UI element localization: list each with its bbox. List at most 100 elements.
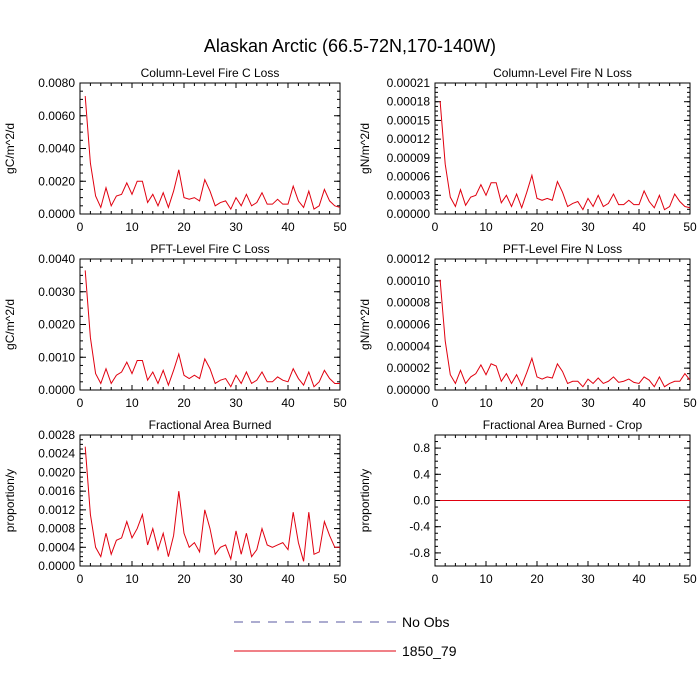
x-tick-label: 30 <box>229 572 243 586</box>
y-axis-label: gC/m^2/d <box>3 299 17 350</box>
chart-panel-3: PFT-Level Fire C Loss gC/m^2/d 0 10 20 30 40 50… <box>3 242 347 410</box>
panel-title: PFT-Level Fire C Loss <box>150 242 269 256</box>
x-tick-label: 30 <box>581 396 595 410</box>
y-axis-label: gC/m^2/d <box>3 123 17 174</box>
x-tick-label: 20 <box>530 396 544 410</box>
legend-label: No Obs <box>402 614 449 630</box>
y-tick-label: 0.0000 <box>38 383 75 397</box>
y-tick-label: -0.8 <box>409 546 430 560</box>
x-tick-label: 30 <box>229 220 243 234</box>
x-tick-label: 0 <box>432 572 439 586</box>
chart-panel-2: Column-Level Fire N Loss gN/m^2/d 0 10 20 30 4… <box>358 66 697 234</box>
y-tick-label: 0.0020 <box>38 318 75 332</box>
y-tick-label: 0.00012 <box>387 252 431 266</box>
series-line-1 <box>84 96 341 211</box>
y-tick-label: 0.8 <box>413 441 430 455</box>
y-tick-label: 0.00015 <box>387 113 431 127</box>
x-tick-label: 10 <box>125 220 139 234</box>
panel-title: Column-Level Fire C Loss <box>141 66 280 80</box>
x-tick-label: 10 <box>479 220 493 234</box>
panel-title: Fractional Area Burned - Crop <box>483 418 643 432</box>
x-tick-label: 40 <box>632 396 646 410</box>
figure-title: Alaskan Arctic (66.5-72N,170-140W) <box>204 36 496 56</box>
x-tick-label: 0 <box>432 396 439 410</box>
plot-frame <box>79 82 341 215</box>
y-tick-label: 0.00000 <box>387 383 431 397</box>
y-tick-label: 0.0028 <box>38 428 75 442</box>
y-tick-label: 0.00002 <box>387 361 431 375</box>
y-axis-label: proportion/y <box>3 469 17 532</box>
x-tick-label: 30 <box>581 572 595 586</box>
x-tick-label: 20 <box>530 220 544 234</box>
x-tick-label: 10 <box>479 396 493 410</box>
x-tick-label: 10 <box>125 396 139 410</box>
y-tick-label: 0.0000 <box>38 207 75 221</box>
y-tick-label: 0.0020 <box>38 174 75 188</box>
x-tick-label: 20 <box>177 572 191 586</box>
x-tick-label: 10 <box>125 572 139 586</box>
y-tick-label: 0.00003 <box>387 188 431 202</box>
y-tick-label: 0.0040 <box>38 252 75 266</box>
x-tick-label: 50 <box>333 572 347 586</box>
y-tick-label: 0.00009 <box>387 151 431 165</box>
x-tick-label: 50 <box>333 220 347 234</box>
plot-frame <box>434 82 691 215</box>
x-tick-label: 0 <box>432 220 439 234</box>
chart-panel-1: Column-Level Fire C Loss gC/m^2/d 0 10 20 30 4… <box>3 66 347 234</box>
y-tick-label: 0.00000 <box>387 207 431 221</box>
x-tick-label: 0 <box>77 396 84 410</box>
panel-title: Column-Level Fire N Loss <box>493 66 632 80</box>
plot-frame <box>79 258 341 391</box>
y-tick-label: 0.00006 <box>387 170 431 184</box>
y-tick-label: 0.0010 <box>38 350 75 364</box>
y-tick-label: 0.0004 <box>38 540 75 554</box>
x-tick-label: 40 <box>281 572 295 586</box>
x-tick-label: 0 <box>77 220 84 234</box>
y-tick-label: 0.00006 <box>387 318 431 332</box>
y-tick-label: -0.4 <box>409 520 430 534</box>
series-line-1 <box>439 101 691 211</box>
y-tick-label: 0.0000 <box>38 559 75 573</box>
chart-panels: Column-Level Fire C Loss gC/m^2/d 0 10 20 30 4… <box>3 66 697 586</box>
x-tick-label: 50 <box>333 396 347 410</box>
y-tick-label: 0.0040 <box>38 142 75 156</box>
y-tick-label: 0.4 <box>413 467 430 481</box>
y-tick-label: 0.0016 <box>38 484 75 498</box>
y-tick-label: 0.0020 <box>38 465 75 479</box>
y-tick-label: 0.00008 <box>387 296 431 310</box>
panel-title: Fractional Area Burned <box>149 418 272 432</box>
chart-panel-5: Fractional Area Burned proportion/y 0 10 20 3… <box>3 418 347 586</box>
series-line-1 <box>439 279 691 388</box>
legend: No Obs 1850_79 <box>234 614 457 659</box>
y-tick-label: 0.00012 <box>387 132 431 146</box>
y-tick-label: 0.0060 <box>38 109 75 123</box>
y-tick-label: 0.0008 <box>38 522 75 536</box>
legend-entry-1: No Obs <box>234 614 449 630</box>
x-tick-label: 30 <box>229 396 243 410</box>
x-tick-label: 10 <box>479 572 493 586</box>
y-axis-label: proportion/y <box>358 469 372 532</box>
y-tick-label: 0.00010 <box>387 274 431 288</box>
y-tick-label: 0.0012 <box>38 503 75 517</box>
x-tick-label: 50 <box>683 220 697 234</box>
x-tick-label: 40 <box>281 220 295 234</box>
x-tick-label: 0 <box>77 572 84 586</box>
y-tick-label: 0.00018 <box>387 95 431 109</box>
x-tick-label: 40 <box>281 396 295 410</box>
chart-panel-4: PFT-Level Fire N Loss gN/m^2/d 0 10 20 30 40 50… <box>358 242 697 410</box>
plot-frame <box>79 434 341 567</box>
x-tick-label: 20 <box>530 572 544 586</box>
y-tick-label: 0.00021 <box>387 76 431 90</box>
legend-label: 1850_79 <box>402 643 457 659</box>
series-line-1 <box>84 270 340 388</box>
y-axis-label: gN/m^2/d <box>358 299 372 350</box>
y-tick-label: 0.0 <box>413 494 430 508</box>
x-tick-label: 40 <box>632 220 646 234</box>
x-tick-label: 50 <box>683 396 697 410</box>
plot-frame <box>434 258 691 391</box>
y-tick-label: 0.0030 <box>38 285 75 299</box>
x-tick-label: 20 <box>177 220 191 234</box>
x-tick-label: 30 <box>581 220 595 234</box>
series-line-1 <box>84 446 340 562</box>
